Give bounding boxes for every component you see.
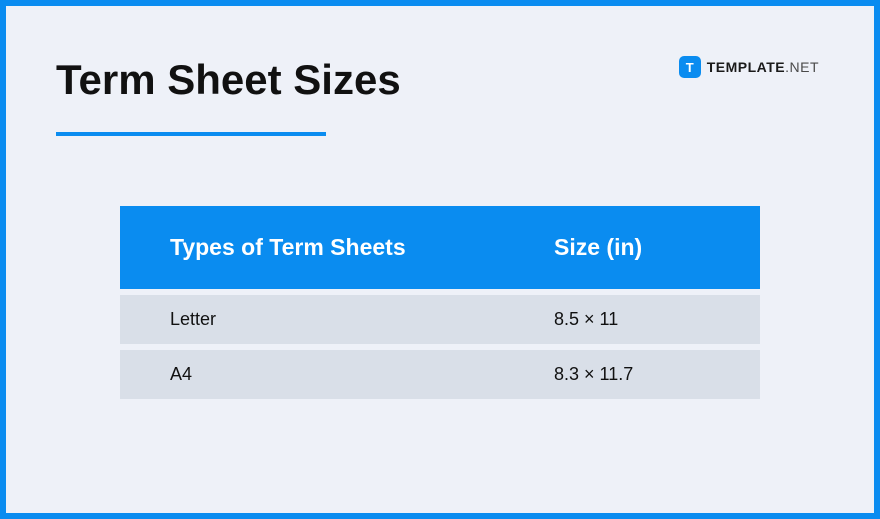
cell-size: 8.5 × 11 bbox=[504, 295, 760, 344]
cell-size: 8.3 × 11.7 bbox=[504, 350, 760, 399]
cell-type: Letter bbox=[120, 295, 504, 344]
column-header-size: Size (in) bbox=[504, 206, 760, 289]
cell-type: A4 bbox=[120, 350, 504, 399]
logo-text: TEMPLATE.NET bbox=[707, 59, 819, 75]
term-sheet-sizes-table: Types of Term Sheets Size (in) Letter 8.… bbox=[120, 200, 760, 405]
table-row: Letter 8.5 × 11 bbox=[120, 295, 760, 344]
table-row: A4 8.3 × 11.7 bbox=[120, 350, 760, 399]
table-header-row: Types of Term Sheets Size (in) bbox=[120, 206, 760, 289]
column-header-type: Types of Term Sheets bbox=[120, 206, 504, 289]
logo-icon: T bbox=[679, 56, 701, 78]
logo-text-bold: TEMPLATE bbox=[707, 59, 785, 75]
table-container: Types of Term Sheets Size (in) Letter 8.… bbox=[120, 200, 760, 405]
logo-text-light: .NET bbox=[785, 59, 819, 75]
title-underline bbox=[56, 132, 326, 136]
brand-logo: T TEMPLATE.NET bbox=[679, 56, 819, 78]
